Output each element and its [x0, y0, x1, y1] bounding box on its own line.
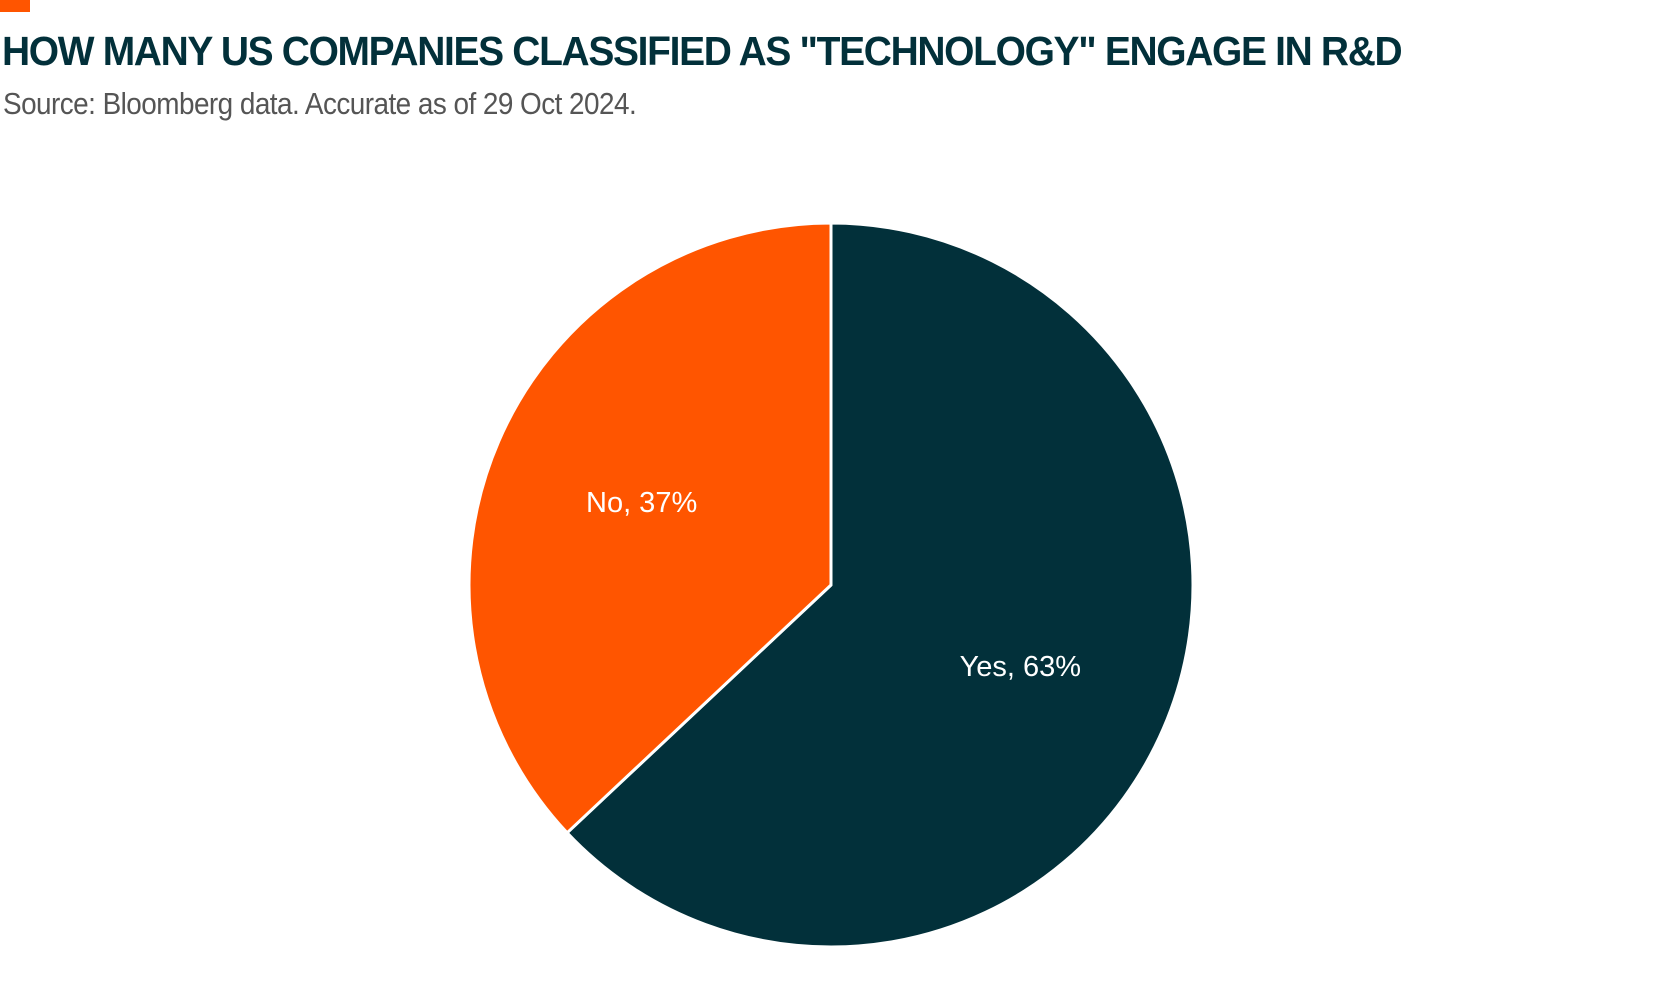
accent-bar [0, 0, 30, 12]
chart-subtitle: Source: Bloomberg data. Accurate as of 2… [3, 86, 637, 121]
pie-slice-label-0: Yes, 63% [960, 651, 1081, 683]
pie-slice-1 [467, 221, 833, 835]
pie-slices [467, 221, 1195, 949]
chart-title: HOW MANY US COMPANIES CLASSIFIED AS "TEC… [2, 28, 1403, 74]
pie-slice-0 [565, 221, 1195, 949]
pie-labels: Yes, 63% No, 37% [586, 487, 1081, 683]
pie-slice-label-1: No, 37% [586, 487, 697, 519]
